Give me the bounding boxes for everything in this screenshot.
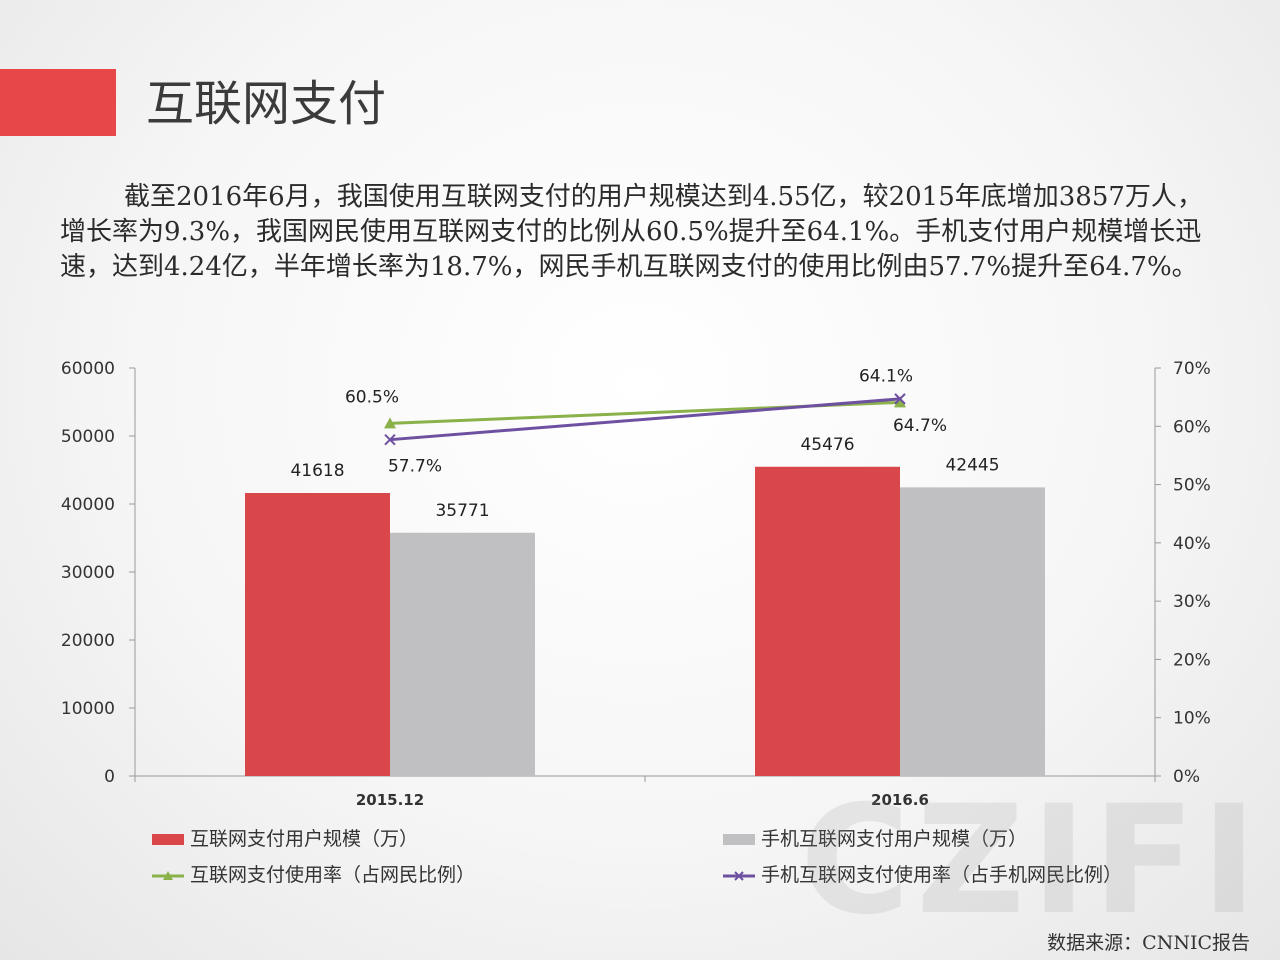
y-tick-label-right: 70% <box>1173 359 1211 379</box>
y-tick-label-right: 60% <box>1173 417 1211 437</box>
chart-bars <box>245 466 1045 776</box>
bar-value-label: 45476 <box>800 435 854 455</box>
y-tick-label-left: 60000 <box>61 359 115 379</box>
y-tick-label-left: 30000 <box>61 563 115 583</box>
bar <box>755 466 900 776</box>
bar-value-label: 41618 <box>290 461 344 481</box>
data-source: 数据来源：CNNIC报告 <box>1047 932 1250 954</box>
y-tick-label-right: 40% <box>1173 534 1211 554</box>
y-tick-label-right: 50% <box>1173 476 1211 496</box>
y-tick-label-right: 30% <box>1173 592 1211 612</box>
summary-paragraph: 截至2016年6月，我国使用互联网支付的用户规模达到4.55亿，较2015年底增… <box>60 182 1203 282</box>
bar <box>900 487 1045 776</box>
chart-lines <box>384 393 906 446</box>
line-value-label: 64.7% <box>893 416 947 436</box>
y-tick-label-left: 40000 <box>61 495 115 515</box>
y-tick-label-left: 10000 <box>61 699 115 719</box>
line-value-label: 64.1% <box>859 366 913 386</box>
y-tick-label-right: 10% <box>1173 709 1211 729</box>
line-value-label: 60.5% <box>345 387 399 407</box>
bar-value-label: 35771 <box>435 501 489 521</box>
watermark-logo: CZIFI <box>800 774 1263 948</box>
x-marker <box>384 433 396 446</box>
triangle-marker <box>894 396 906 408</box>
line-value-label: 57.7% <box>388 457 442 477</box>
x-tick-label: 2015.12 <box>356 791 424 809</box>
bar <box>245 492 390 776</box>
series-line <box>389 397 901 442</box>
bar-value-label: 42445 <box>945 455 999 475</box>
title-accent-bar <box>0 69 116 136</box>
chart-axes: 0 10000 20000 30000 40000 50000 60000 0% 10% 20% 3… <box>61 359 1211 809</box>
x-tick-label: 2016.6 <box>871 791 929 809</box>
page-title: 互联网支付 <box>146 76 387 132</box>
y-tick-label-left: 20000 <box>61 631 115 651</box>
x-marker <box>894 393 906 405</box>
y-tick-label-right: 0% <box>1173 767 1200 787</box>
bar <box>390 532 535 776</box>
y-tick-label-right: 20% <box>1173 650 1211 670</box>
y-tick-label-left: 0 <box>104 767 115 787</box>
chart-data-labels: 41618 35771 45476 42445 60.5% 64.1% 57.7% 64.7% <box>290 366 999 520</box>
triangle-marker <box>384 417 396 429</box>
y-tick-label-left: 50000 <box>61 427 115 447</box>
